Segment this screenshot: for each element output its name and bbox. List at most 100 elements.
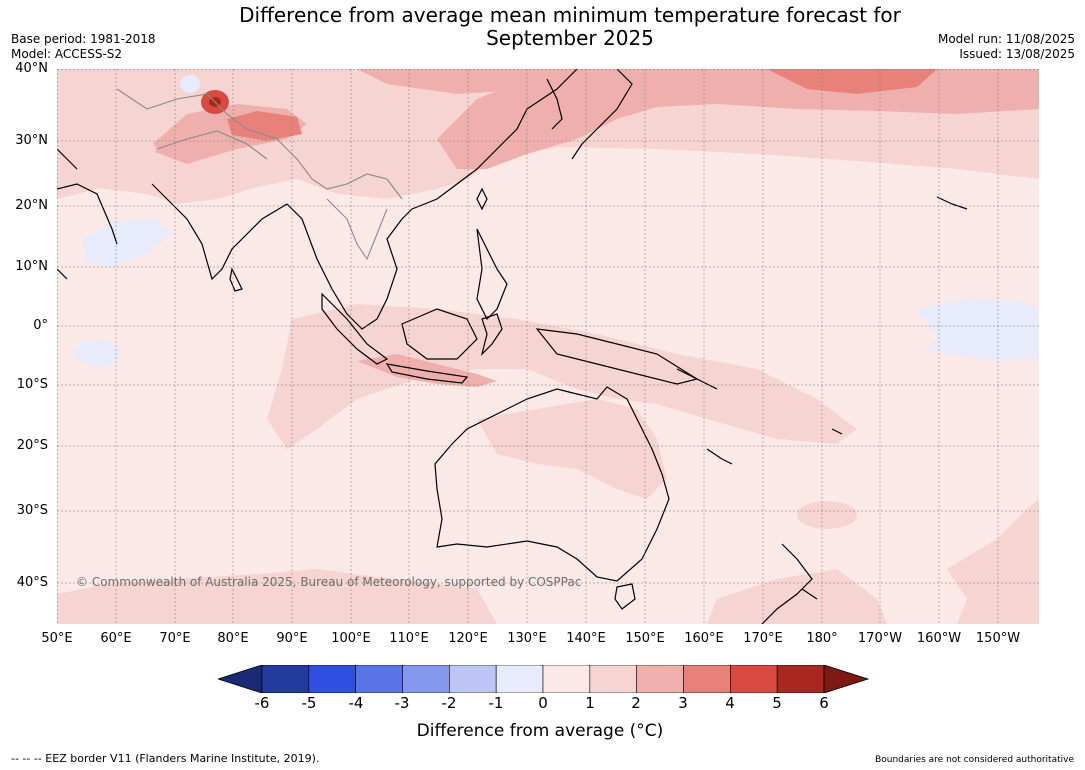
title-line-1: Difference from average mean minimum tem… [239, 3, 901, 27]
lat-label-20n: 20°N [15, 198, 48, 213]
colorbar-tick: -5 [301, 694, 317, 712]
anomaly-africa-arabia [57, 99, 157, 199]
lat-label-30s: 30°S [16, 503, 48, 518]
border-south-asia [116, 88, 403, 200]
colorbar-cell [355, 665, 403, 693]
coastline-new-caledonia [706, 448, 733, 465]
lat-label-10n: 10°N [15, 259, 48, 274]
lon-label-120e: 120°E [448, 631, 488, 646]
colorbar-under-arrow [218, 665, 263, 693]
coastline-new-zealand [761, 543, 818, 624]
lon-label-170e: 170°E [743, 631, 783, 646]
colorbar-cell [261, 665, 310, 693]
anomaly-southeast-patch [947, 499, 1039, 624]
colorbar-label: Difference from average (°C) [416, 721, 664, 741]
lon-label-170w: 170°W [857, 631, 903, 646]
coastline-java [385, 363, 469, 384]
colorbar-tick: -4 [348, 694, 364, 712]
coastline-sulawesi [480, 313, 503, 356]
colorbar-cell [776, 665, 825, 693]
coastline-solomons [676, 368, 718, 390]
coastlines [57, 69, 968, 624]
coastline-india [151, 183, 288, 281]
colorbar-cell [730, 665, 778, 693]
lat-label-eq: 0° [33, 318, 48, 333]
colorbar-cell [308, 665, 356, 693]
lat-label-10s: 10°S [16, 377, 48, 392]
lon-label-110e: 110°E [389, 631, 429, 646]
lon-label-80e: 80°E [217, 631, 249, 646]
lon-label-160e: 160°E [684, 631, 724, 646]
anomaly-nz-band [707, 569, 887, 624]
issued-date: Issued: 13/08/2025 [959, 47, 1075, 61]
cool-patch-central-pacific [917, 299, 1039, 361]
lat-label-40s: 40°S [16, 575, 48, 590]
model-run: Model run: 11/08/2025 [937, 32, 1075, 46]
coastline-borneo [401, 308, 478, 360]
coastline-africa-arabia [57, 148, 118, 280]
colorbar-tick: 5 [772, 694, 782, 712]
anomaly-tropical-band [267, 304, 857, 449]
colorbar-cells [261, 665, 825, 693]
anomaly-himalaya-core [227, 111, 302, 141]
anomaly-shading [57, 69, 1039, 624]
cool-patch-south-indian [75, 340, 119, 366]
map-panel: © Commonwealth of Australia 2025, Bureau… [57, 69, 1039, 624]
colorbar-tick: 4 [725, 694, 735, 712]
anomaly-pacific-strong [767, 69, 937, 94]
lon-label-150e: 150°E [625, 631, 665, 646]
colorbar-tick: 6 [819, 694, 829, 712]
lon-label-130e: 130°E [507, 631, 547, 646]
colorbar-cell [402, 665, 450, 693]
colorbar-tick: -1 [488, 694, 504, 712]
colorbar-tick: 2 [631, 694, 641, 712]
lat-label-40n: 40°N [15, 61, 48, 76]
base-period: Base period: 1981-2018 [11, 32, 156, 46]
colorbar-tick: 3 [678, 694, 688, 712]
coastline-japan [571, 69, 633, 160]
coastline-china [411, 69, 578, 210]
lon-label-50e: 50°E [41, 631, 73, 646]
coastline-fiji [831, 428, 843, 435]
lon-label-60e: 60°E [100, 631, 132, 646]
colorbar [218, 665, 870, 693]
cool-patch-arabian-sea [82, 219, 172, 267]
lon-label-100e: 100°E [331, 631, 371, 646]
colorbar-tick: -6 [254, 694, 270, 712]
coastline-tasmania [614, 583, 636, 610]
map-svg: © Commonwealth of Australia 2025, Bureau… [57, 69, 1039, 624]
coastline-taiwan [476, 187, 488, 211]
coastline-korea [546, 78, 563, 130]
meta-left: Base period: 1981-2018 Model: ACCESS-S2 [11, 32, 156, 62]
lon-label-180: 180° [806, 631, 838, 646]
cool-anomaly-shading [75, 75, 1039, 366]
boundaries-disclaimer: Boundaries are not considered authoritat… [875, 755, 1074, 765]
cool-patch-tibet [180, 75, 200, 93]
copyright-notice: © Commonwealth of Australia 2025, Bureau… [76, 575, 581, 589]
coastline-new-guinea [535, 328, 699, 385]
lon-label-140e: 140°E [566, 631, 606, 646]
colorbar-tick: 1 [585, 694, 595, 712]
title-line-2: September 2025 [486, 26, 654, 50]
coastline-hawaii [936, 196, 968, 210]
colorbar-cell [636, 665, 684, 693]
colorbar-tick: -2 [441, 694, 457, 712]
anomaly-south-pacific-patch [797, 501, 857, 529]
lon-label-160w: 160°W [916, 631, 962, 646]
country-borders [116, 88, 403, 261]
model-name: Model: ACCESS-S2 [11, 47, 123, 61]
colorbar-cell [683, 665, 731, 693]
coastline-australia [434, 386, 670, 582]
colorbar-cell [495, 665, 544, 693]
colorbar-cell [449, 665, 497, 693]
colorbar-cell [589, 665, 637, 693]
graticule [57, 69, 1039, 624]
map-title: Difference from average mean minimum tem… [170, 4, 970, 50]
coastline-sumatra [321, 292, 389, 365]
lat-label-30n: 30°N [15, 133, 48, 148]
coastline-sri-lanka [229, 267, 243, 292]
meta-right: Model run: 11/08/2025 Issued: 13/08/2025 [938, 32, 1075, 62]
eez-border-note: -- -- -- EEZ border V11 (Flanders Marine… [11, 752, 320, 765]
lon-label-70e: 70°E [159, 631, 191, 646]
colorbar-tick: 0 [538, 694, 548, 712]
